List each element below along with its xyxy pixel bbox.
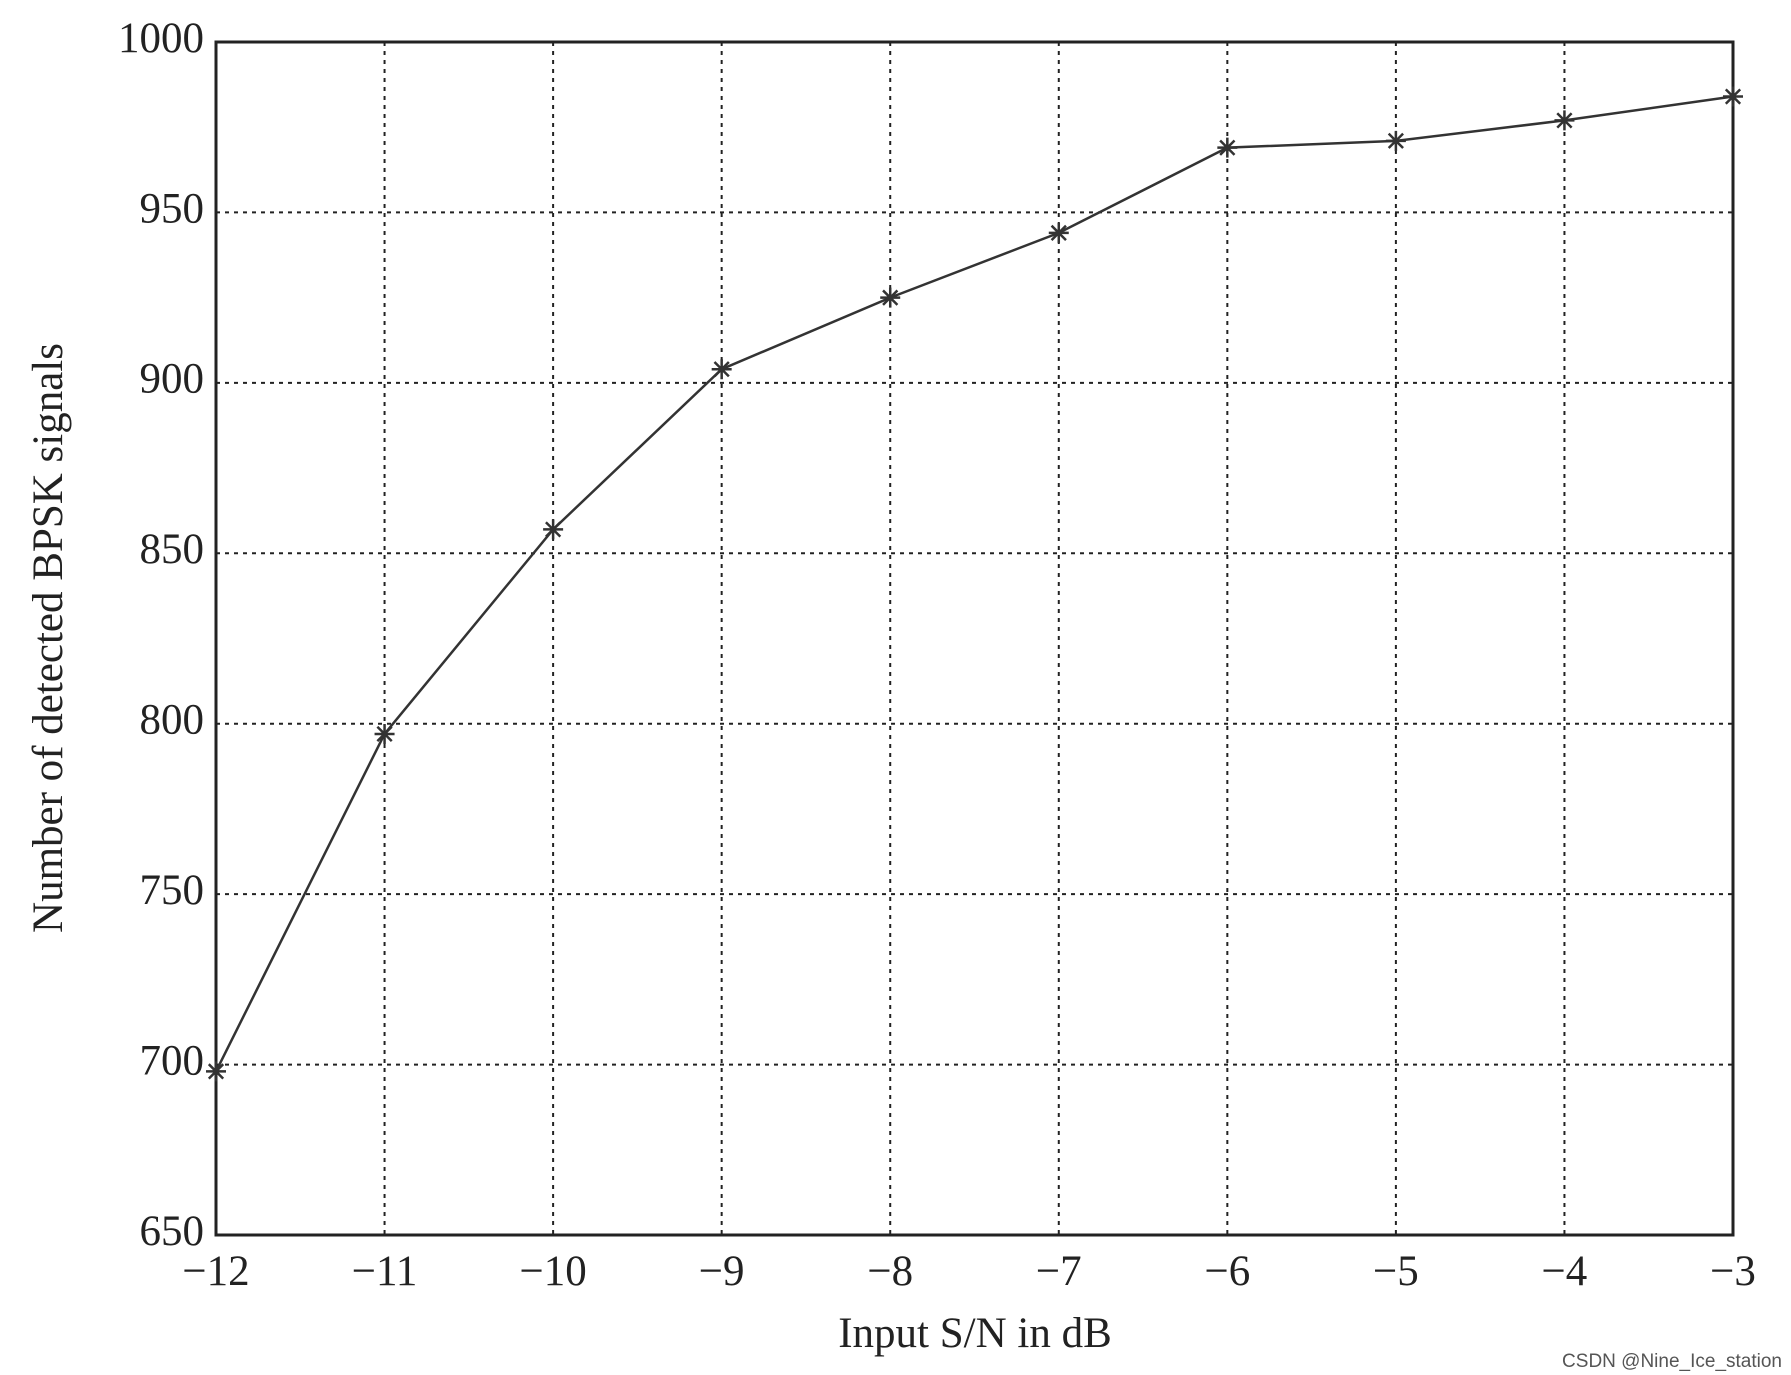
data-point xyxy=(711,359,732,380)
x-tick-label: −10 xyxy=(519,1248,586,1295)
x-tick-label: −4 xyxy=(1542,1248,1588,1295)
x-tick-label: −6 xyxy=(1204,1248,1250,1295)
x-tick-label: −5 xyxy=(1373,1248,1419,1295)
data-point xyxy=(543,519,564,540)
x-tick-label: −12 xyxy=(182,1248,249,1295)
y-tick-label: 950 xyxy=(140,185,205,232)
y-tick-label: 750 xyxy=(140,867,205,914)
data-point xyxy=(880,287,901,308)
y-tick-label: 800 xyxy=(140,697,205,744)
data-point xyxy=(374,723,395,744)
data-point xyxy=(1385,130,1406,151)
x-tick-label: −7 xyxy=(1036,1248,1082,1295)
y-tick-label: 1000 xyxy=(118,15,204,62)
y-tick-label: 650 xyxy=(140,1208,205,1255)
data-point xyxy=(1723,86,1743,107)
series-line xyxy=(214,95,1734,1072)
x-tick-label: −9 xyxy=(699,1248,745,1295)
x-tick-label: −8 xyxy=(867,1248,913,1295)
data-point xyxy=(1217,137,1238,158)
data-point xyxy=(1048,222,1069,243)
watermark: CSDN @Nine_Ice_station xyxy=(1562,1351,1782,1372)
x-tick-label: −11 xyxy=(352,1248,418,1295)
y-tick-label: 850 xyxy=(140,526,205,573)
x-axis-label: Input S/N in dB xyxy=(838,1310,1112,1357)
y-tick-label: 900 xyxy=(140,356,205,403)
data-point xyxy=(206,1061,226,1082)
x-tick-label: −3 xyxy=(1710,1248,1756,1295)
y-axis-label: Number of detected BPSK signals xyxy=(25,343,72,933)
y-tick-label: 700 xyxy=(140,1037,205,1084)
data-point xyxy=(1554,110,1575,131)
plot-frame xyxy=(214,40,1735,1237)
